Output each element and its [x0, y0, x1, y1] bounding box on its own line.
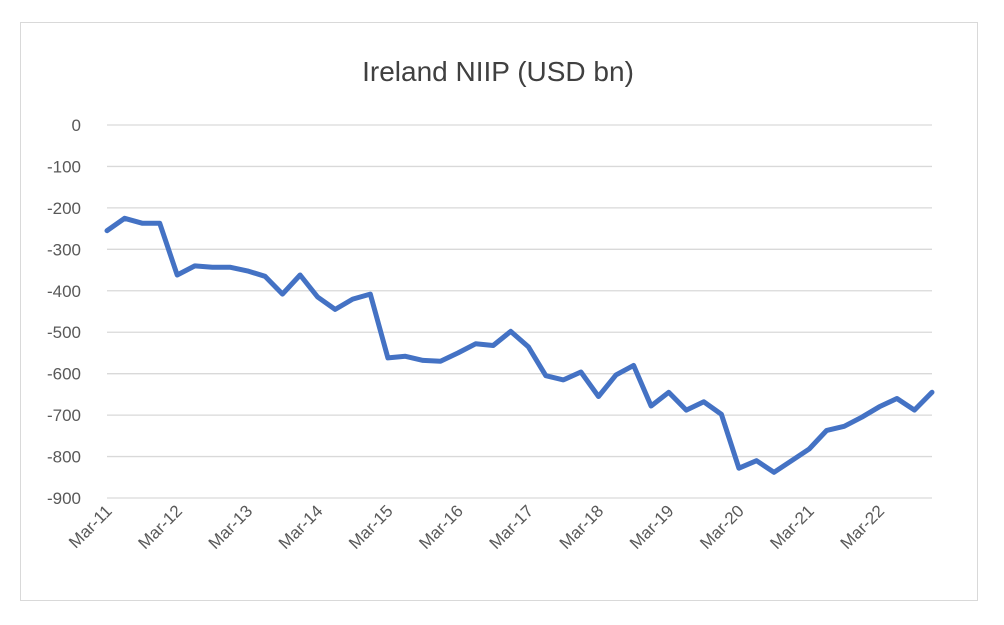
- y-tick-label: -900: [47, 489, 81, 508]
- y-tick-label: -400: [47, 282, 81, 301]
- x-tick-label: Mar-15: [345, 501, 397, 553]
- y-tick-label: -500: [47, 323, 81, 342]
- y-tick-label: -300: [47, 240, 81, 259]
- y-tick-label: -700: [47, 406, 81, 425]
- y-axis-ticks: 0 -100 -200 -300 -400 -500 -600 -700 -800 -900: [47, 116, 81, 508]
- y-tick-label: -100: [47, 157, 81, 176]
- y-tick-label: 0: [72, 116, 81, 135]
- gridlines: [107, 124, 932, 499]
- x-tick-label: Mar-16: [415, 501, 467, 553]
- chart-title: Ireland NIIP (USD bn): [362, 56, 634, 87]
- x-tick-label: Mar-19: [626, 501, 678, 553]
- x-tick-label: Mar-14: [275, 501, 327, 553]
- x-tick-label: Mar-13: [205, 501, 257, 553]
- series-group: [104, 215, 935, 475]
- chart-frame: Ireland NIIP (USD bn) 0 -100 -200 -300 -400 -…: [20, 22, 978, 601]
- series-line: [104, 215, 935, 475]
- x-axis-ticks: Mar-11 Mar-12 Mar-13 Mar-14 Mar-15 Mar-16 Mar-…: [65, 501, 888, 553]
- y-tick-label: -200: [47, 199, 81, 218]
- x-tick-label: Mar-21: [766, 501, 818, 553]
- line-chart: Ireland NIIP (USD bn) 0 -100 -200 -300 -400 -…: [47, 56, 935, 553]
- x-tick-label: Mar-22: [837, 501, 889, 553]
- x-tick-label: Mar-18: [556, 501, 608, 553]
- y-tick-label: -800: [47, 448, 81, 467]
- x-tick-label: Mar-12: [135, 501, 187, 553]
- x-tick-label: Mar-11: [65, 501, 116, 552]
- x-tick-label: Mar-17: [486, 501, 538, 553]
- x-tick-label: Mar-20: [696, 501, 748, 553]
- y-tick-label: -600: [47, 365, 81, 384]
